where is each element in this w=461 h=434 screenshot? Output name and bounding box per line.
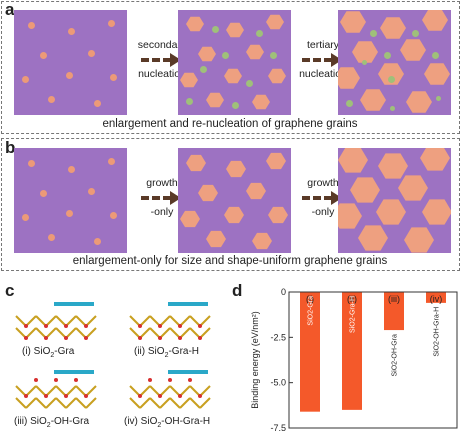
- arrow-b2-label: growth: [292, 177, 354, 189]
- arrow-b2-line1: growth: [307, 177, 339, 189]
- bar-category-label: (ii): [347, 294, 357, 304]
- panel-a-stage-1: [14, 10, 127, 115]
- bar-name-label: SiO2-OH-Gra-H: [434, 307, 441, 357]
- bar-name-label: SiO2-Gra-H: [350, 296, 357, 333]
- panel-b-stage-3: [338, 148, 451, 253]
- arrow-a2-line1: tertiary: [306, 39, 340, 51]
- panel-d-label: d: [232, 281, 243, 300]
- panel-b-stage-1: [14, 148, 127, 253]
- arrow-a1-line2: nucleation: [138, 68, 186, 80]
- panel-a-stage-3: [338, 10, 451, 115]
- bar-category-label: (iii): [388, 294, 400, 304]
- panel-c-label: c: [5, 281, 15, 300]
- arrow-a2-label: tertiary: [292, 39, 354, 51]
- arrow-b2-line2: -only: [311, 206, 335, 218]
- y-ticks: 0 -2.5 -5.0 -7.5: [270, 287, 293, 433]
- arrow-a2-label-2: nucleation: [292, 68, 354, 80]
- arrow-b1-label: growth: [131, 177, 193, 189]
- y-tick-label: -2.5: [270, 332, 286, 342]
- arrow-a1-line1: secondary: [137, 39, 187, 51]
- arrow-a1-label-2: nucleation: [131, 68, 193, 80]
- structure-iv: [129, 370, 211, 409]
- arrow-a1: [141, 53, 181, 67]
- bar-name-label: SiO2-Gra: [308, 296, 315, 326]
- panel-b-caption: enlargement-only for size and shape-unif…: [72, 255, 388, 267]
- bar: [300, 292, 320, 412]
- bar: [384, 292, 404, 331]
- structure-iii: [15, 370, 97, 409]
- panel-a-frame: [1, 1, 460, 134]
- panel-b-label: b: [5, 138, 16, 157]
- arrow-b1-line2: -only: [150, 206, 174, 218]
- binding-energy-chart: Binding energy (eV/nm²) 0 -2.5 -5.0 -7.5 (i…: [250, 287, 458, 433]
- bar: [426, 292, 446, 303]
- y-tick-label: -7.5: [270, 423, 286, 433]
- arrow-b1-line1: growth: [146, 177, 178, 189]
- panel-b-stage-2: [178, 148, 291, 253]
- bar-name-label: SiO2-OH-Gra: [392, 334, 399, 377]
- arrow-a1-label: secondary: [131, 39, 193, 51]
- panel-a-label: a: [5, 0, 15, 19]
- structure-i-label: (i) SiO2-Gra: [22, 346, 75, 359]
- arrow-b2-label-2: -only: [292, 206, 354, 218]
- structure-ii: [129, 302, 211, 340]
- y-tick-label: 0: [281, 287, 286, 297]
- structure-iii-label: (iii) SiO2-OH-Gra: [14, 416, 90, 429]
- arrow-a2: [302, 53, 342, 67]
- panel-a-caption: enlargement and re-nucleation of graphen…: [102, 118, 358, 130]
- structure-ii-label: (ii) SiO2-Gra-H: [134, 346, 200, 359]
- bar-category-label: (i): [306, 294, 314, 304]
- y-tick-label: -5.0: [270, 378, 286, 388]
- arrow-b1: [141, 191, 181, 205]
- arrow-b1-label-2: -only: [131, 206, 193, 218]
- bar: [342, 292, 362, 410]
- panel-b-frame: [1, 138, 460, 271]
- structure-i: [15, 302, 97, 340]
- arrow-b2: [302, 191, 342, 205]
- bars: (i)SiO2-Gra (ii)SiO2-Gra-H (iii) SiO2-OH-Gr…: [289, 291, 457, 412]
- panel-a-stage-2: [178, 10, 291, 115]
- bar-category-label: (iv): [430, 294, 443, 304]
- arrow-a2-line2: nucleation: [299, 68, 347, 80]
- y-axis-title: Binding energy (eV/nm²): [250, 311, 260, 409]
- structure-iv-label: (iv) SiO2-OH-Gra-H: [124, 416, 211, 429]
